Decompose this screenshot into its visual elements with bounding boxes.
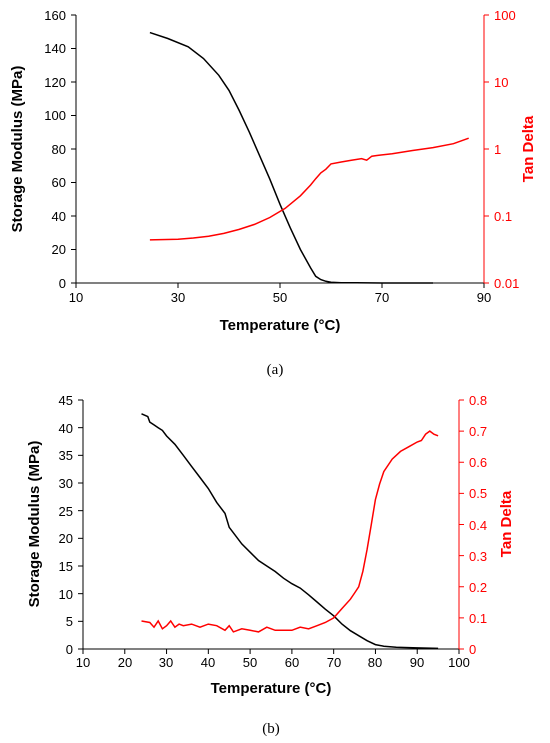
chart-a-xtick: 10 <box>69 290 83 305</box>
chart-a-ytick: 100 <box>44 108 66 123</box>
chart-b-storage-modulus-line <box>141 413 439 650</box>
chart-a-xtick: 70 <box>375 290 389 305</box>
chart-a-ylabel: Storage Modulus (MPa) <box>9 66 26 233</box>
chart-b-ticks <box>78 399 464 654</box>
chart-b-y2tick: 0.5 <box>469 486 487 501</box>
chart-a-series <box>149 31 469 284</box>
chart-b-ytick: 35 <box>59 448 73 463</box>
chart-b-xtick: 20 <box>118 655 132 670</box>
chart-b-y2tick: 0.2 <box>469 580 487 595</box>
chart-a-y2tick: 1 <box>494 142 501 157</box>
chart-a-storage-modulus-line <box>149 31 433 284</box>
chart-a-xtick: 50 <box>273 290 287 305</box>
chart-b-y2tick: 0.3 <box>469 549 487 564</box>
chart-b-xlabel: Temperature (°C) <box>211 680 332 697</box>
chart-b-ytick: 30 <box>59 476 73 491</box>
chart-b-series <box>141 413 439 650</box>
chart-a-ytick: 160 <box>44 8 66 23</box>
chart-b-xtick: 50 <box>243 655 257 670</box>
chart-a-y2label: Tan Delta <box>520 115 537 182</box>
chart-a-y2tick: 100 <box>494 8 516 23</box>
chart-a-caption: (a) <box>267 362 284 378</box>
chart-a-tan-delta-line <box>149 137 469 241</box>
chart-b-ytick: 10 <box>59 587 73 602</box>
chart-b-xtick: 40 <box>201 655 215 670</box>
chart-b-y2tick: 0.8 <box>469 393 487 408</box>
chart-b-y2tick: 0 <box>469 642 476 657</box>
chart-b-ytick: 20 <box>59 531 73 546</box>
chart-a-ticks <box>71 14 489 288</box>
chart-b-y2tick: 0.7 <box>469 424 487 439</box>
chart-b-xtick: 80 <box>368 655 382 670</box>
chart-a-ytick: 0 <box>59 276 66 291</box>
chart-b-y2tick: 0.6 <box>469 455 487 470</box>
chart-b-ylabel: Storage Modulus (MPa) <box>26 441 43 608</box>
chart-a-ytick: 20 <box>52 242 66 257</box>
chart-a-xtick: 30 <box>171 290 185 305</box>
chart-b-xtick: 30 <box>159 655 173 670</box>
chart-a-xlabel: Temperature (°C) <box>220 317 341 334</box>
chart-b-xtick: 90 <box>410 655 424 670</box>
chart-a-xtick: 90 <box>477 290 491 305</box>
chart-a-ytick: 120 <box>44 75 66 90</box>
chart-b-xtick: 100 <box>448 655 470 670</box>
chart-b-y2tick: 0.1 <box>469 611 487 626</box>
chart-b-ytick: 5 <box>66 614 73 629</box>
chart-b-ytick: 45 <box>59 393 73 408</box>
chart-a-ytick: 40 <box>52 209 66 224</box>
chart-b-y2tick: 0.4 <box>469 518 487 533</box>
chart-b-ytick: 25 <box>59 504 73 519</box>
chart-a-ytick: 140 <box>44 41 66 56</box>
chart-a: 10 30 50 70 90 0 20 40 60 80 100 120 140… <box>9 8 537 378</box>
chart-b-y2label: Tan Delta <box>498 490 515 557</box>
chart-b-tan-delta-line <box>141 430 439 633</box>
chart-b-caption: (b) <box>262 721 280 737</box>
chart-b-xtick: 10 <box>76 655 90 670</box>
chart-a-y2tick: 0.1 <box>494 209 512 224</box>
chart-b: 10 20 30 40 50 60 70 80 90 100 0 5 10 15… <box>26 393 515 737</box>
chart-b-ytick: 15 <box>59 559 73 574</box>
chart-b-ytick: 40 <box>59 421 73 436</box>
chart-a-y2tick: 10 <box>494 75 508 90</box>
chart-b-ytick: 0 <box>66 642 73 657</box>
chart-a-ytick: 80 <box>52 142 66 157</box>
chart-b-xtick: 70 <box>327 655 341 670</box>
chart-a-y2tick: 0.01 <box>494 276 519 291</box>
chart-a-ytick: 60 <box>52 175 66 190</box>
chart-b-xtick: 60 <box>285 655 299 670</box>
